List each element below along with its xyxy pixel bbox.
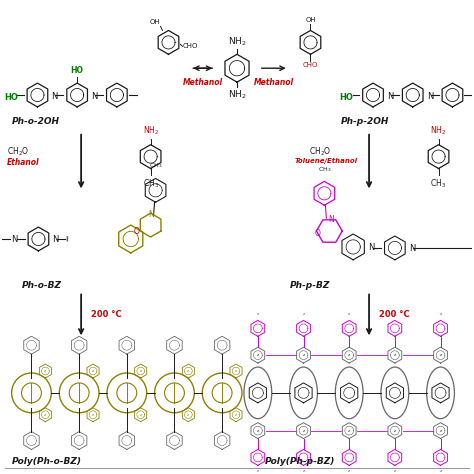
Text: O: O	[314, 228, 320, 237]
Text: z: z	[302, 428, 305, 433]
Text: z: z	[439, 428, 442, 433]
Text: Ph-o-BZ: Ph-o-BZ	[21, 281, 62, 290]
Text: Methanol: Methanol	[254, 78, 294, 87]
Text: HO: HO	[339, 92, 353, 101]
Text: 200 °C: 200 °C	[379, 310, 410, 319]
Text: Methanol: Methanol	[182, 78, 223, 87]
Text: CH$_3$: CH$_3$	[318, 165, 331, 174]
Text: z: z	[439, 353, 442, 357]
Text: z: z	[302, 312, 305, 317]
Text: z: z	[257, 353, 259, 357]
Text: NH$_2$: NH$_2$	[228, 88, 246, 100]
Text: CH$_2$O: CH$_2$O	[7, 146, 29, 158]
Text: z: z	[92, 413, 94, 417]
Text: Ethanol: Ethanol	[7, 157, 39, 166]
Text: z: z	[394, 428, 396, 433]
Text: CHO: CHO	[303, 62, 318, 68]
Text: z: z	[187, 369, 190, 373]
Text: N: N	[387, 91, 393, 100]
Text: N: N	[409, 245, 415, 254]
Text: OH: OH	[150, 18, 161, 25]
Text: N: N	[328, 215, 334, 224]
Text: N: N	[149, 210, 155, 219]
Text: z: z	[439, 469, 442, 474]
Text: N: N	[52, 236, 59, 245]
Text: N: N	[368, 244, 374, 253]
Text: N: N	[12, 236, 18, 245]
Text: Poly(Ph-o-BZ): Poly(Ph-o-BZ)	[12, 457, 82, 466]
Text: z: z	[235, 413, 237, 417]
Text: z: z	[257, 428, 259, 433]
Text: N: N	[91, 91, 98, 100]
Text: Ph-p-2OH: Ph-p-2OH	[341, 117, 390, 126]
Text: HO: HO	[71, 66, 83, 75]
Text: z: z	[257, 312, 259, 317]
Text: z: z	[44, 413, 46, 417]
Text: z: z	[302, 469, 305, 474]
Text: Ph-o-2OH: Ph-o-2OH	[12, 117, 60, 126]
Text: z: z	[439, 312, 442, 317]
Text: z: z	[92, 369, 94, 373]
Text: O: O	[134, 227, 140, 236]
Text: z: z	[235, 369, 237, 373]
Text: CH$_3$: CH$_3$	[149, 162, 162, 171]
Text: OH: OH	[305, 17, 316, 23]
Text: N: N	[51, 91, 58, 100]
Text: z: z	[348, 428, 350, 433]
Text: Ph-p-BZ: Ph-p-BZ	[290, 281, 330, 290]
Text: CH$_3$: CH$_3$	[430, 177, 447, 190]
Text: z: z	[257, 469, 259, 474]
Text: z: z	[140, 369, 142, 373]
Text: NH$_2$: NH$_2$	[430, 124, 447, 137]
Text: CH$_3$: CH$_3$	[143, 177, 159, 190]
Text: z: z	[187, 413, 190, 417]
Text: z: z	[44, 369, 46, 373]
Text: HO: HO	[5, 92, 18, 101]
Text: z: z	[394, 312, 396, 317]
Text: N: N	[427, 91, 433, 100]
Text: CHO: CHO	[182, 43, 198, 49]
Text: z: z	[348, 469, 350, 474]
Text: z: z	[302, 353, 305, 357]
Text: z: z	[348, 312, 350, 317]
Text: z: z	[348, 353, 350, 357]
Text: NH$_2$: NH$_2$	[143, 124, 159, 137]
Text: ‖: ‖	[65, 235, 68, 241]
Text: Poly(Ph-p-BZ): Poly(Ph-p-BZ)	[265, 457, 335, 466]
Text: z: z	[140, 413, 142, 417]
Text: 200 °C: 200 °C	[91, 310, 122, 319]
Text: NH$_2$: NH$_2$	[228, 36, 246, 48]
Text: CH$_2$O: CH$_2$O	[310, 146, 332, 158]
Text: z: z	[394, 469, 396, 474]
Text: Toluene/Ethanol: Toluene/Ethanol	[294, 157, 357, 164]
Text: z: z	[394, 353, 396, 357]
